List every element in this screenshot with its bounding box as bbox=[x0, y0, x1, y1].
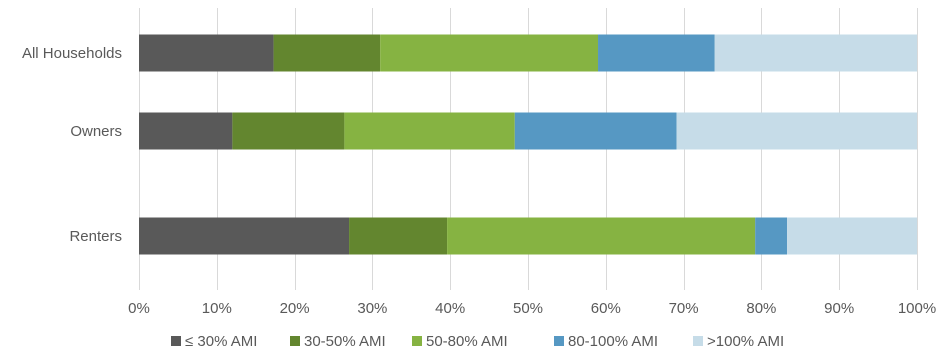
x-tick-label: 10% bbox=[202, 300, 232, 317]
legend-label: 80-100% AMI bbox=[568, 333, 658, 350]
bar-segment bbox=[447, 217, 756, 255]
x-tick-label: 100% bbox=[898, 300, 936, 317]
bar-segment bbox=[139, 112, 233, 150]
x-tick-label: 80% bbox=[746, 300, 776, 317]
bar-segment bbox=[676, 112, 917, 150]
category-labels: All Households Owners Renters bbox=[22, 45, 122, 245]
legend-label: 30-50% AMI bbox=[304, 333, 386, 350]
bar-segment bbox=[139, 34, 274, 72]
bar-segment bbox=[755, 217, 788, 255]
legend-swatch bbox=[171, 336, 181, 346]
bar-segment bbox=[139, 217, 350, 255]
legend-item: 30-50% AMI bbox=[290, 333, 386, 350]
x-tick-label: 30% bbox=[357, 300, 387, 317]
x-tick-labels: 0% 10% 20% 30% 40% 50% 60% 70% 80% 90% 100% bbox=[128, 300, 936, 317]
x-tick-label: 50% bbox=[513, 300, 543, 317]
x-tick-label: 20% bbox=[280, 300, 310, 317]
legend-swatch bbox=[412, 336, 422, 346]
bar-segments bbox=[139, 34, 917, 255]
bar-segment bbox=[787, 217, 917, 255]
legend-item: 80-100% AMI bbox=[554, 333, 658, 350]
bar-segment bbox=[349, 217, 448, 255]
x-tick-label: 0% bbox=[128, 300, 150, 317]
bar-segment bbox=[714, 34, 917, 72]
legend-swatch bbox=[554, 336, 564, 346]
legend-item: 50-80% AMI bbox=[412, 333, 508, 350]
category-label: Owners bbox=[70, 123, 122, 140]
legend: ≤ 30% AMI 30-50% AMI 50-80% AMI 80-100% AMI… bbox=[171, 333, 784, 350]
x-tick-label: 70% bbox=[669, 300, 699, 317]
bar-segment bbox=[598, 34, 715, 72]
bar-segment bbox=[344, 112, 515, 150]
x-tick-label: 90% bbox=[824, 300, 854, 317]
bar-segment bbox=[514, 112, 677, 150]
bar-segment bbox=[380, 34, 599, 72]
legend-label: ≤ 30% AMI bbox=[185, 333, 257, 350]
bar-segment bbox=[232, 112, 345, 150]
legend-swatch bbox=[693, 336, 703, 346]
legend-label: >100% AMI bbox=[707, 333, 784, 350]
x-tick-label: 40% bbox=[435, 300, 465, 317]
category-label: Renters bbox=[69, 228, 122, 245]
bar-segment bbox=[273, 34, 381, 72]
category-label: All Households bbox=[22, 45, 122, 62]
legend-item: >100% AMI bbox=[693, 333, 784, 350]
x-tick-label: 60% bbox=[591, 300, 621, 317]
legend-label: 50-80% AMI bbox=[426, 333, 508, 350]
legend-item: ≤ 30% AMI bbox=[171, 333, 257, 350]
legend-swatch bbox=[290, 336, 300, 346]
